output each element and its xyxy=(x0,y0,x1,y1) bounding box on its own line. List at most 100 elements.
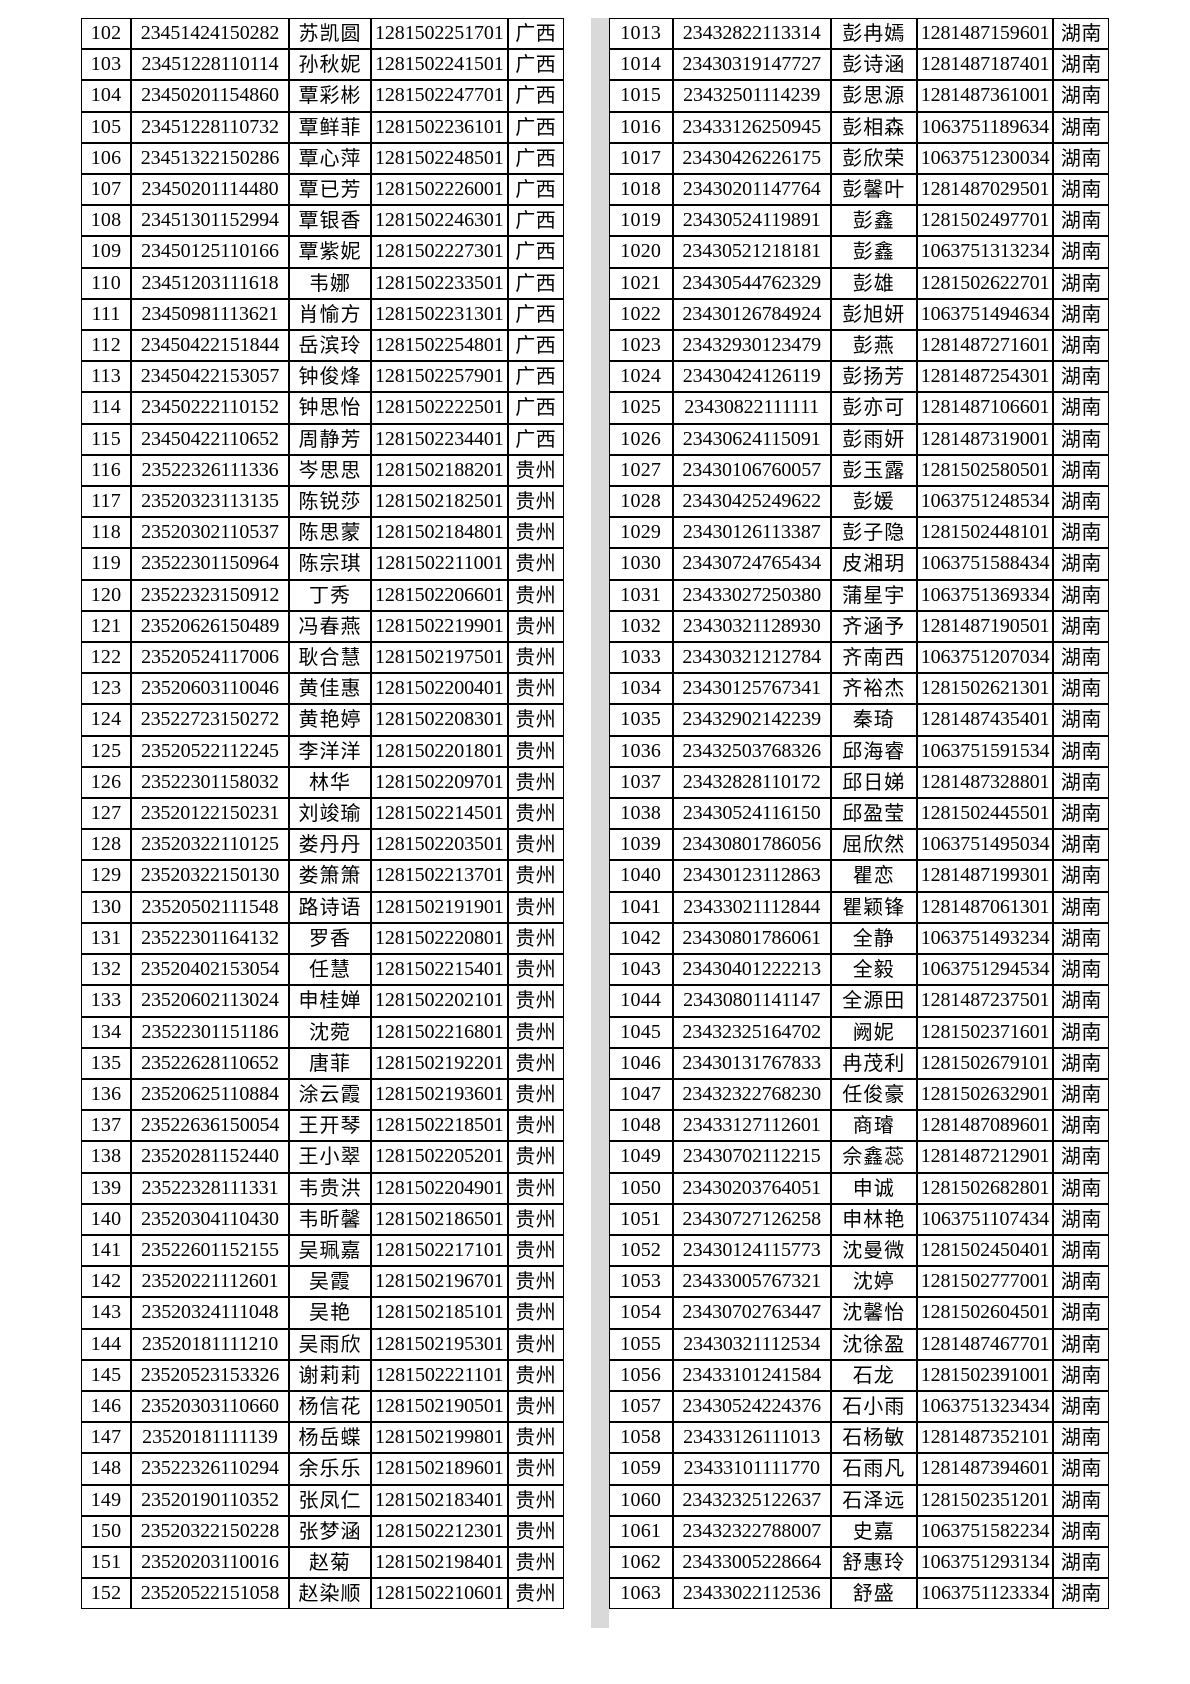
row-name: 韦娜 xyxy=(289,267,371,299)
row-name: 石雨凡 xyxy=(830,1453,917,1485)
left-roster-table: 102 23451424150282 苏凯圆 1281502251701 广西 103 23… xyxy=(81,18,564,1610)
row-name: 钟俊烽 xyxy=(289,361,371,393)
table-row: 137 23522636150054 王开琴 1281502218501 贵州 xyxy=(81,1110,564,1142)
row-province: 贵州 xyxy=(507,610,564,643)
table-row: 135 23522628110652 唐菲 1281502192201 贵州 xyxy=(81,1047,564,1079)
row-id-number: 23522328111331 xyxy=(131,1172,289,1204)
row-province: 贵州 xyxy=(507,829,564,861)
row-id-number: 23522326110294 xyxy=(131,1453,289,1485)
table-row: 1037 23432828110172 邱日娣 1281487328801 湖南 xyxy=(608,766,1110,799)
row-province: 贵州 xyxy=(507,1297,564,1329)
row-exam-number: 1281502193601 xyxy=(371,1078,508,1111)
table-row: 1038 23430524116150 邱盈莹 1281502445501 湖南 xyxy=(608,798,1110,830)
row-seq: 1058 xyxy=(608,1422,673,1454)
row-exam-number: 1281502777001 xyxy=(916,1266,1054,1298)
row-id-number: 23520281152440 xyxy=(131,1141,289,1173)
row-exam-number: 1281487352101 xyxy=(916,1422,1054,1454)
row-exam-number: 1281502632901 xyxy=(916,1078,1054,1111)
row-exam-number: 1281502219901 xyxy=(371,610,508,643)
table-row: 106 23451322150286 覃心萍 1281502248501 广西 xyxy=(81,142,564,175)
row-exam-number: 1281502220801 xyxy=(371,922,508,955)
row-province: 湖南 xyxy=(1053,423,1110,455)
table-row: 1032 23430321128930 齐涵予 1281487190501 湖南 xyxy=(608,610,1110,643)
row-province: 贵州 xyxy=(507,1484,564,1516)
row-id-number: 23520324111048 xyxy=(131,1297,289,1329)
row-name: 全毅 xyxy=(830,954,917,986)
row-province: 湖南 xyxy=(1053,111,1110,143)
row-name: 韦昕馨 xyxy=(289,1203,371,1235)
row-seq: 127 xyxy=(81,798,131,830)
row-seq: 1015 xyxy=(608,80,673,112)
table-row: 1017 23430426226175 彭欣荣 1063751230034 湖南 xyxy=(608,142,1110,175)
row-name: 孙秋妮 xyxy=(289,49,371,81)
row-id-number: 23432322788007 xyxy=(672,1515,831,1547)
row-id-number: 23520322150130 xyxy=(131,860,289,892)
row-province: 湖南 xyxy=(1053,486,1110,518)
row-name: 覃紫妮 xyxy=(289,236,371,268)
row-seq: 1026 xyxy=(608,423,673,455)
row-id-number: 23430702112215 xyxy=(672,1141,831,1173)
row-name: 余乐乐 xyxy=(289,1453,371,1485)
row-name: 任慧 xyxy=(289,954,371,986)
table-row: 147 23520181111139 杨岳蝶 1281502199801 贵州 xyxy=(81,1422,564,1454)
row-exam-number: 1281502210601 xyxy=(371,1578,508,1610)
row-exam-number: 1281502246301 xyxy=(371,205,508,237)
row-name: 王小翠 xyxy=(289,1141,371,1173)
row-name: 覃鲜菲 xyxy=(289,111,371,143)
row-seq: 1023 xyxy=(608,330,673,362)
row-exam-number: 1063751323434 xyxy=(916,1390,1054,1423)
row-exam-number: 1281502213701 xyxy=(371,860,508,892)
table-row: 109 23450125110166 覃紫妮 1281502227301 广西 xyxy=(81,236,564,268)
row-seq: 1056 xyxy=(608,1359,673,1391)
row-province: 湖南 xyxy=(1053,1266,1110,1298)
row-exam-number: 1281487089601 xyxy=(916,1110,1054,1142)
row-province: 湖南 xyxy=(1053,361,1110,393)
row-seq: 134 xyxy=(81,1016,131,1048)
row-exam-number: 1063751591534 xyxy=(916,735,1054,767)
row-id-number: 23522601152155 xyxy=(131,1234,289,1267)
row-name: 李洋洋 xyxy=(289,735,371,767)
row-exam-number: 1281502208301 xyxy=(371,704,508,736)
row-exam-number: 1281502196701 xyxy=(371,1266,508,1298)
row-exam-number: 1281502197501 xyxy=(371,642,508,674)
row-name: 石杨敏 xyxy=(830,1422,917,1454)
row-name: 舒惠玲 xyxy=(830,1546,917,1579)
row-exam-number: 1281502216801 xyxy=(371,1016,508,1048)
row-name: 周静芳 xyxy=(289,423,371,455)
row-exam-number: 1281502217101 xyxy=(371,1234,508,1267)
row-province: 贵州 xyxy=(507,1016,564,1048)
row-seq: 1016 xyxy=(608,111,673,143)
row-id-number: 23430321112534 xyxy=(672,1328,831,1360)
table-row: 151 23520203110016 赵菊 1281502198401 贵州 xyxy=(81,1546,564,1579)
row-id-number: 23520402153054 xyxy=(131,954,289,986)
table-row: 1056 23433101241584 石龙 1281502391001 湖南 xyxy=(608,1359,1110,1391)
row-province: 湖南 xyxy=(1053,1515,1110,1547)
row-province: 贵州 xyxy=(507,1359,564,1391)
row-name: 林华 xyxy=(289,766,371,799)
row-id-number: 23451322150286 xyxy=(131,142,289,175)
table-row: 1046 23430131767833 冉茂利 1281502679101 湖南 xyxy=(608,1047,1110,1079)
row-province: 湖南 xyxy=(1053,454,1110,487)
table-row: 1019 23430524119891 彭鑫 1281502497701 湖南 xyxy=(608,205,1110,237)
row-seq: 1039 xyxy=(608,829,673,861)
row-seq: 107 xyxy=(81,174,131,206)
row-name: 王开琴 xyxy=(289,1110,371,1142)
row-seq: 1021 xyxy=(608,267,673,299)
row-province: 湖南 xyxy=(1053,860,1110,892)
row-seq: 120 xyxy=(81,579,131,611)
row-exam-number: 1063751313234 xyxy=(916,236,1054,268)
row-seq: 114 xyxy=(81,392,131,424)
row-seq: 1050 xyxy=(608,1172,673,1204)
row-seq: 116 xyxy=(81,454,131,487)
table-row: 1059 23433101111770 石雨凡 1281487394601 湖南 xyxy=(608,1453,1110,1485)
row-seq: 1053 xyxy=(608,1266,673,1298)
right-table-pane: 1013 23432822113314 彭冉嫣 1281487159601 湖南 1014… xyxy=(608,18,1110,1610)
row-seq: 124 xyxy=(81,704,131,736)
table-row: 126 23522301158032 林华 1281502209701 贵州 xyxy=(81,766,564,799)
row-name: 申桂婵 xyxy=(289,985,371,1017)
row-exam-number: 1281502195301 xyxy=(371,1328,508,1360)
row-exam-number: 1281487159601 xyxy=(916,18,1054,50)
row-name: 吴珮嘉 xyxy=(289,1234,371,1267)
row-name: 彭燕 xyxy=(830,330,917,362)
row-province: 湖南 xyxy=(1053,1141,1110,1173)
